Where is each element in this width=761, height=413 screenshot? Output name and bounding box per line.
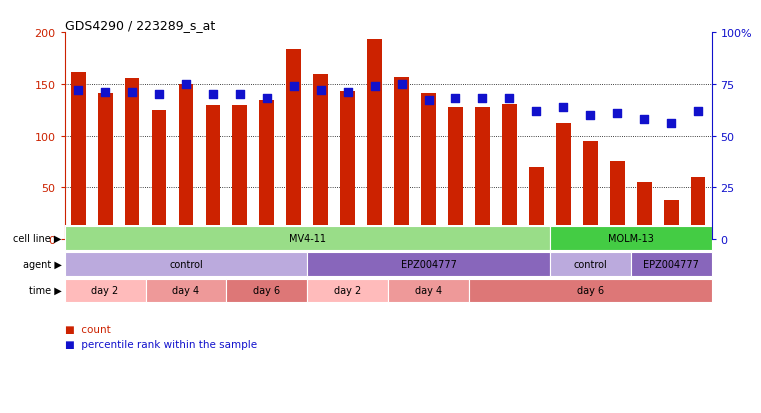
Text: day 2: day 2 — [334, 285, 361, 296]
Point — [422, 98, 435, 104]
Bar — [556, 124, 571, 240]
Text: ■  count: ■ count — [65, 325, 110, 335]
Point — [396, 81, 408, 88]
Bar — [286, 50, 301, 240]
Bar — [260, 101, 274, 240]
Text: cell line ▶: cell line ▶ — [13, 233, 62, 244]
Point — [530, 108, 543, 115]
Point — [557, 104, 569, 111]
Point — [99, 90, 111, 96]
Point — [314, 88, 326, 94]
Point — [665, 121, 677, 127]
Point — [476, 96, 489, 102]
Bar — [368, 40, 382, 240]
Point — [288, 83, 300, 90]
Point — [638, 116, 650, 123]
Bar — [65, 227, 550, 250]
Bar — [232, 105, 247, 240]
Bar — [307, 279, 388, 302]
Point — [503, 96, 515, 102]
Point — [611, 110, 623, 117]
Point — [72, 88, 84, 94]
Bar — [65, 279, 145, 302]
Point — [261, 96, 273, 102]
Text: MV4-11: MV4-11 — [288, 233, 326, 244]
Bar — [475, 107, 490, 240]
Bar — [227, 279, 307, 302]
Bar — [314, 74, 328, 240]
Bar — [502, 104, 517, 240]
Point — [207, 92, 219, 98]
Bar — [529, 167, 544, 240]
Bar — [664, 200, 679, 240]
Text: GDS4290 / 223289_s_at: GDS4290 / 223289_s_at — [65, 19, 215, 32]
Bar — [394, 78, 409, 240]
Point — [584, 112, 597, 119]
Bar — [307, 253, 550, 276]
Point — [234, 92, 246, 98]
Text: control: control — [169, 259, 203, 270]
Point — [692, 108, 704, 115]
Point — [126, 90, 139, 96]
Text: EPZ004777: EPZ004777 — [643, 259, 699, 270]
Bar — [65, 253, 307, 276]
Bar — [631, 253, 712, 276]
Text: day 6: day 6 — [577, 285, 603, 296]
Bar — [145, 279, 227, 302]
Bar — [583, 142, 597, 240]
Text: day 2: day 2 — [91, 285, 119, 296]
Text: MOLM-13: MOLM-13 — [608, 233, 654, 244]
Text: ■  percentile rank within the sample: ■ percentile rank within the sample — [65, 339, 256, 349]
Bar — [469, 279, 712, 302]
Text: day 4: day 4 — [415, 285, 442, 296]
Bar — [151, 110, 167, 240]
Text: day 4: day 4 — [173, 285, 199, 296]
Bar — [205, 105, 221, 240]
Bar — [71, 73, 85, 240]
Bar — [550, 253, 631, 276]
Text: EPZ004777: EPZ004777 — [400, 259, 457, 270]
Point — [450, 96, 462, 102]
Text: agent ▶: agent ▶ — [23, 259, 62, 270]
Text: day 6: day 6 — [253, 285, 280, 296]
Bar — [125, 78, 139, 240]
Bar — [421, 94, 436, 240]
Bar — [97, 94, 113, 240]
Bar — [691, 178, 705, 240]
Point — [342, 90, 354, 96]
Bar — [388, 279, 469, 302]
Bar — [637, 183, 651, 240]
Text: time ▶: time ▶ — [29, 285, 62, 296]
Point — [368, 83, 380, 90]
Bar — [610, 162, 625, 240]
Text: control: control — [573, 259, 607, 270]
Bar — [550, 227, 712, 250]
Point — [180, 81, 192, 88]
Bar — [179, 85, 193, 240]
Bar — [340, 92, 355, 240]
Point — [153, 92, 165, 98]
Bar — [448, 107, 463, 240]
